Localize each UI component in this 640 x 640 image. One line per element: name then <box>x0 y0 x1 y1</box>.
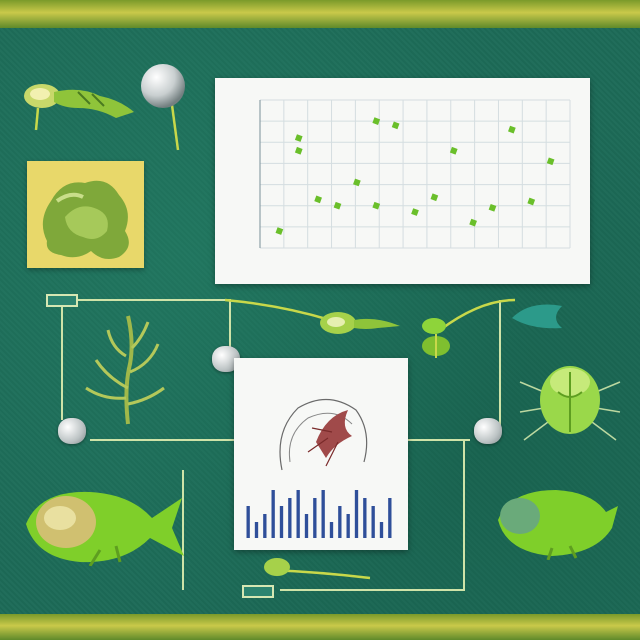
doc-bar <box>246 506 250 538</box>
chart-grid <box>259 99 571 249</box>
node-left <box>58 418 86 444</box>
fish-right-icon <box>498 490 618 560</box>
chart-point <box>294 134 303 142</box>
stem-upper-mid <box>224 298 331 322</box>
chart-point <box>333 201 342 210</box>
seed-icon <box>264 558 290 576</box>
sprout-icon <box>422 318 450 358</box>
doc-bar <box>271 490 275 538</box>
doc-bar <box>371 506 375 538</box>
larva-creature-icon <box>24 84 134 118</box>
chart-point <box>411 208 419 216</box>
specimen-card <box>27 161 144 268</box>
doc-bar <box>279 506 284 538</box>
doc-bar <box>313 498 317 538</box>
node-right <box>474 418 502 444</box>
doc-bar <box>379 522 384 538</box>
bottom-border-band <box>0 614 640 640</box>
tag-left-top <box>46 294 78 307</box>
tadpole-icon <box>320 312 400 334</box>
tag-bottom <box>242 585 274 598</box>
seaweed-icon <box>85 315 165 425</box>
chart-point <box>449 146 458 155</box>
doc-bar <box>263 514 267 538</box>
doc-bar <box>388 498 392 538</box>
chart-point <box>314 195 322 204</box>
doc-bar <box>304 514 309 538</box>
beetle-icon <box>519 366 621 441</box>
chart-point <box>391 121 400 130</box>
top-border-band <box>0 0 640 28</box>
wire-bottom-right <box>280 440 465 591</box>
chart-point <box>294 146 303 155</box>
egg-icon <box>141 64 185 108</box>
larva-stalk <box>34 107 40 131</box>
document-panel <box>234 358 408 550</box>
doc-bar <box>288 498 292 538</box>
chart-point <box>275 227 284 235</box>
blob-creature-icon <box>42 180 129 259</box>
chart-point <box>527 197 536 206</box>
doc-bar <box>346 514 350 538</box>
chart-point <box>469 218 477 227</box>
fish-icon <box>26 491 184 566</box>
doc-bar <box>296 490 300 538</box>
doc-bar <box>363 498 367 538</box>
stem-upper-right <box>439 298 516 332</box>
doc-bar <box>329 522 334 538</box>
doc-bar <box>254 522 259 538</box>
chart-point <box>508 125 516 134</box>
scatter-chart <box>259 99 571 249</box>
chart-point <box>353 178 361 187</box>
specimen-sketch-icon <box>279 398 368 471</box>
doc-bar <box>321 490 325 538</box>
chart-points <box>275 117 555 235</box>
doc-bar <box>354 490 359 538</box>
chart-point <box>372 117 381 125</box>
doc-bar <box>338 506 342 538</box>
chart-point <box>546 157 555 166</box>
chart-point <box>488 203 497 212</box>
chart-point <box>430 193 439 202</box>
scatter-chart-panel <box>215 78 590 284</box>
fin-icon <box>512 304 562 329</box>
chart-point <box>372 201 381 210</box>
doc-bar-chart <box>246 490 392 538</box>
